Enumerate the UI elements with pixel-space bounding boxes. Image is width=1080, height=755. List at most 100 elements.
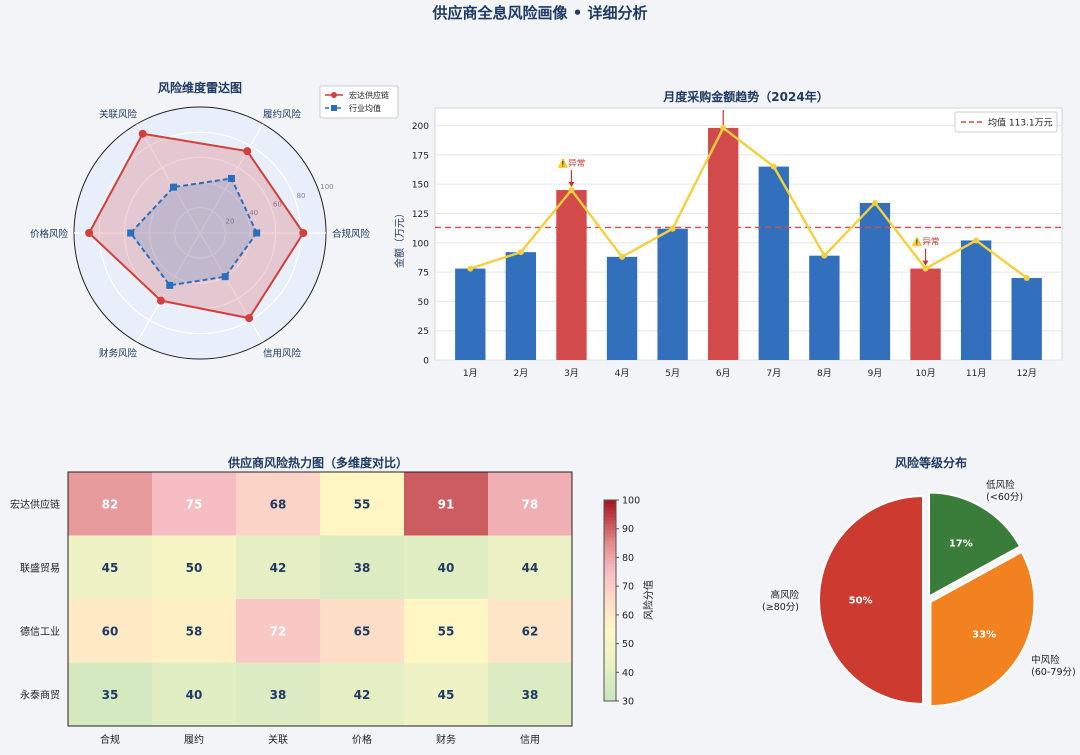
colorbar-segment bbox=[604, 546, 616, 551]
colorbar-tick: 100 bbox=[622, 496, 640, 507]
colorbar-segment bbox=[604, 593, 616, 598]
bar-y-tick: 125 bbox=[412, 210, 429, 220]
colorbar-segment bbox=[604, 590, 616, 595]
bar-y-tick: 200 bbox=[412, 122, 429, 132]
radar-title: 风险维度雷达图 bbox=[158, 80, 242, 95]
radar-legend-label: 宏达供应链 bbox=[349, 90, 389, 100]
pie-slice-label: 低风险 bbox=[986, 479, 1015, 491]
colorbar-segment bbox=[604, 694, 616, 699]
heatmap-cell bbox=[236, 599, 320, 663]
heatmap-cell-value: 91 bbox=[438, 497, 455, 511]
radar-point bbox=[221, 273, 229, 281]
heatmap-col-label: 价格 bbox=[352, 733, 372, 746]
radar-spoke bbox=[136, 123, 201, 234]
colorbar-segment bbox=[604, 570, 616, 575]
colorbar-segment bbox=[604, 674, 616, 679]
bar-trend-point bbox=[871, 199, 878, 206]
colorbar-segment bbox=[604, 654, 616, 658]
radar-point bbox=[170, 183, 178, 191]
heatmap-cell bbox=[320, 535, 404, 599]
heatmap-cell bbox=[320, 472, 404, 536]
colorbar-tick: 40 bbox=[622, 668, 634, 679]
colorbar-segment bbox=[604, 667, 616, 672]
bar-mark bbox=[758, 166, 789, 360]
colorbar-segment bbox=[604, 533, 616, 538]
bar-annotation-arrowhead bbox=[922, 260, 929, 266]
heatmap-cell-value: 75 bbox=[186, 497, 203, 511]
heatmap-cell-value: 42 bbox=[270, 561, 287, 575]
colorbar-segment bbox=[604, 553, 616, 558]
heatmap-cell-value: 55 bbox=[438, 624, 455, 638]
heatmap-cell-value: 38 bbox=[270, 688, 287, 702]
heatmap-row-label: 宏达供应链 bbox=[10, 498, 60, 511]
colorbar-segment bbox=[604, 634, 616, 638]
colorbar-segment bbox=[604, 597, 616, 601]
heatmap-cell-value: 60 bbox=[102, 624, 119, 638]
heatmap-cell bbox=[152, 535, 236, 599]
pie-slice-sublabel: (60-79分) bbox=[1031, 667, 1076, 678]
colorbar-segment bbox=[604, 617, 616, 622]
bar-x-tick: 8月 bbox=[817, 368, 832, 379]
colorbar-segment bbox=[604, 530, 616, 534]
colorbar-segment bbox=[604, 637, 616, 642]
colorbar-segment bbox=[604, 506, 616, 511]
bar-y-tick: 150 bbox=[412, 181, 429, 191]
heatmap-cell bbox=[68, 662, 152, 726]
colorbar-tick: 50 bbox=[622, 639, 634, 650]
bar-x-tick: 3月 bbox=[564, 368, 579, 379]
colorbar-segment bbox=[604, 503, 616, 508]
bar-y-tick: 175 bbox=[412, 151, 429, 161]
colorbar-segment bbox=[604, 526, 616, 531]
colorbar-segment bbox=[604, 687, 616, 692]
colorbar-segment bbox=[604, 536, 616, 541]
radar-radial-tick: 40 bbox=[249, 209, 258, 217]
bar-mark bbox=[1011, 277, 1042, 360]
page-title: 供应商全息风险画像 • 详细分析 bbox=[432, 4, 648, 22]
bar-x-tick: 9月 bbox=[868, 368, 883, 379]
heatmap-cell-value: 50 bbox=[186, 561, 203, 575]
bar-annotation-label: ⚠️异常 bbox=[558, 158, 586, 169]
pie-slice bbox=[818, 494, 924, 706]
colorbar-segment bbox=[604, 567, 616, 571]
heatmap-cell bbox=[152, 662, 236, 726]
radar-axis-label: 价格风险 bbox=[30, 228, 69, 240]
bar-trend-point bbox=[619, 253, 626, 260]
heatmap-cell bbox=[488, 662, 572, 726]
radar-point bbox=[85, 229, 94, 237]
bar-x-tick: 7月 bbox=[766, 368, 781, 379]
bar-y-label: 金额（万元） bbox=[393, 208, 406, 268]
bar-trend-point bbox=[568, 187, 575, 194]
radar-point bbox=[156, 296, 165, 305]
colorbar-segment bbox=[604, 513, 616, 518]
heatmap-col-label: 财务 bbox=[436, 733, 456, 746]
heatmap-cell bbox=[68, 472, 152, 536]
bar-trend-point bbox=[973, 237, 980, 244]
heatmap-cell bbox=[488, 535, 572, 599]
colorbar-segment bbox=[604, 677, 616, 682]
radar-legend-marker bbox=[331, 92, 337, 98]
radar-radial-tick: 100 bbox=[320, 183, 333, 191]
pie-slice bbox=[928, 491, 1022, 599]
bar-mark bbox=[505, 252, 537, 360]
pie-slice-label: 中风险 bbox=[1031, 654, 1060, 666]
heatmap-cell bbox=[320, 662, 404, 726]
heatmap-row-label: 永泰商贸 bbox=[20, 688, 60, 701]
heatmap-chart: 供应商风险热力图（多维度对比） 82 75 68 55 91 78 宏达供应链 45 50 42 38… bbox=[10, 455, 655, 746]
bar-y-tick: 75 bbox=[418, 269, 429, 279]
colorbar-segment bbox=[604, 623, 616, 628]
bar-mark bbox=[606, 256, 638, 360]
colorbar-segment bbox=[604, 540, 616, 545]
bar-mark bbox=[455, 268, 486, 360]
colorbar-segment bbox=[604, 573, 616, 578]
pie-slice bbox=[929, 550, 1036, 708]
radar-legend-marker bbox=[331, 105, 337, 111]
colorbar-segment bbox=[604, 600, 616, 605]
heatmap-cell-value: 45 bbox=[438, 688, 455, 702]
bar-annotation-label: ⚠️异常 bbox=[912, 237, 940, 248]
radar-radial-tick: 80 bbox=[297, 192, 306, 200]
radar-point bbox=[228, 174, 235, 182]
heatmap-cell bbox=[488, 599, 572, 663]
